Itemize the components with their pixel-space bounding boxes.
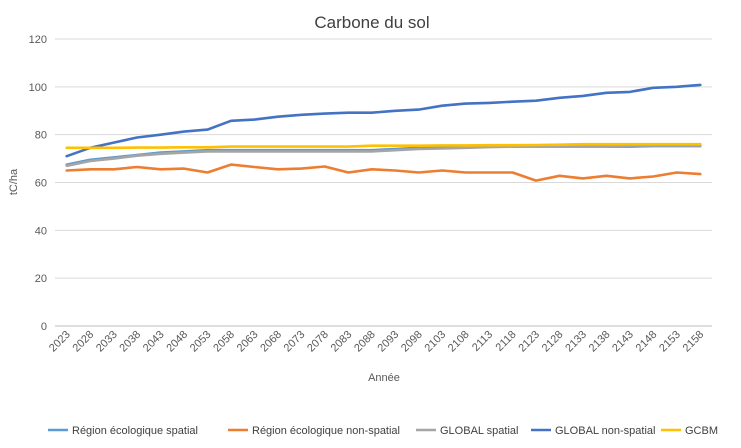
series-line-3 bbox=[65, 83, 702, 158]
gridlines bbox=[55, 38, 712, 327]
x-tick-label: 2148 bbox=[634, 329, 660, 355]
series-line-1 bbox=[65, 163, 702, 182]
x-tick-label: 2108 bbox=[446, 329, 472, 355]
x-tick-label: 2118 bbox=[493, 329, 518, 354]
x-tick-label: 2078 bbox=[305, 329, 331, 355]
legend-label: GLOBAL non-spatial bbox=[555, 425, 655, 437]
legend-item: Région écologique non-spatial bbox=[228, 425, 400, 437]
chart-title: Carbone du sol bbox=[314, 13, 429, 32]
x-tick-label: 2038 bbox=[117, 329, 143, 355]
y-axis-title: tC/ha bbox=[8, 168, 20, 195]
x-tick-label: 2113 bbox=[470, 329, 495, 354]
x-tick-label: 2043 bbox=[141, 329, 167, 355]
x-axis-title: Année bbox=[368, 372, 400, 384]
series-lines bbox=[65, 83, 702, 182]
x-tick-label: 2053 bbox=[188, 329, 214, 355]
x-tick-label: 2133 bbox=[563, 329, 589, 355]
series-line-2 bbox=[65, 144, 702, 168]
series-line-4 bbox=[65, 142, 702, 150]
x-tick-label: 2028 bbox=[71, 329, 97, 355]
legend-label: GLOBAL spatial bbox=[440, 425, 518, 437]
x-tick-label: 2098 bbox=[399, 329, 425, 355]
legend: Région écologique spatial Région écologiq… bbox=[48, 425, 718, 437]
y-tick-label: 100 bbox=[29, 82, 47, 94]
x-tick-label: 2138 bbox=[587, 329, 613, 355]
x-tick-label: 2023 bbox=[47, 329, 73, 355]
x-tick-label: 2143 bbox=[610, 329, 636, 355]
legend-label: Région écologique non-spatial bbox=[252, 425, 400, 437]
x-tick-label: 2068 bbox=[258, 329, 284, 355]
legend-item: GCBM bbox=[661, 425, 718, 437]
x-tick-label: 2128 bbox=[540, 329, 566, 355]
x-tick-label: 2033 bbox=[94, 329, 120, 355]
y-tick-label: 60 bbox=[35, 178, 47, 190]
legend-item: GLOBAL non-spatial bbox=[531, 425, 655, 437]
y-tick-label: 120 bbox=[29, 34, 47, 46]
y-tick-label: 20 bbox=[35, 273, 47, 285]
legend-item: GLOBAL spatial bbox=[416, 425, 518, 437]
y-tick-label: 80 bbox=[35, 130, 47, 142]
legend-label: GCBM bbox=[685, 425, 718, 437]
legend-label: Région écologique spatial bbox=[72, 425, 198, 437]
y-tick-label: 0 bbox=[41, 321, 47, 333]
x-tick-label: 2153 bbox=[657, 329, 683, 355]
x-tick-label: 2048 bbox=[164, 329, 190, 355]
x-axis-ticks: 2023202820332038204320482053205820632068… bbox=[47, 329, 706, 355]
x-tick-label: 2093 bbox=[376, 329, 402, 355]
legend-item: Région écologique spatial bbox=[48, 425, 198, 437]
x-tick-label: 2123 bbox=[516, 329, 542, 355]
x-tick-label: 2058 bbox=[211, 329, 237, 355]
x-tick-label: 2063 bbox=[235, 329, 261, 355]
x-tick-label: 2088 bbox=[352, 329, 378, 355]
x-tick-label: 2073 bbox=[282, 329, 308, 355]
x-tick-label: 2158 bbox=[681, 329, 707, 355]
y-axis-ticks: 0 20 40 60 80 100 120 bbox=[29, 34, 47, 333]
y-tick-label: 40 bbox=[35, 225, 47, 237]
x-tick-label: 2103 bbox=[422, 329, 448, 355]
x-tick-label: 2083 bbox=[329, 329, 355, 355]
